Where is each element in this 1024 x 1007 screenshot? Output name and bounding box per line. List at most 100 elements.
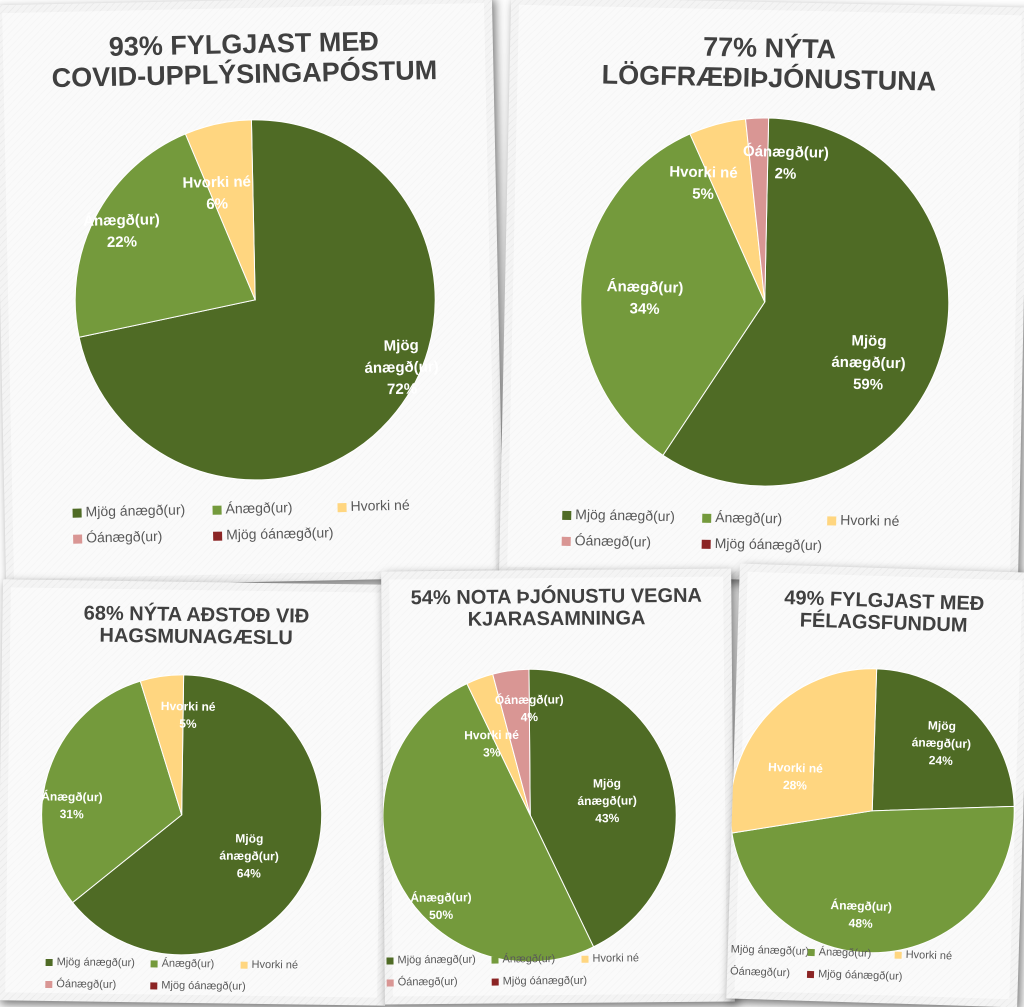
pie-chart-card-3: 68% NÝTA AÐSTOÐ VIÐ HAGSMUNAGÆSLU Mjögánæg… bbox=[0, 579, 391, 1006]
pie-chart: Mjögánægð(ur)59% Ánægð(ur)34% Hvorki né5%Ó… bbox=[580, 117, 950, 487]
legend-swatch bbox=[45, 980, 53, 988]
legend-item-n-g-ur: Óánægð(ur) bbox=[726, 965, 790, 979]
legend-label: Óánægð(ur) bbox=[85, 527, 163, 546]
legend-item-n-g-ur: Óánægð(ur) bbox=[561, 532, 652, 550]
legend-swatch bbox=[213, 531, 223, 541]
legend-item-mj-g-n-g-ur: Mjög ánægð(ur) bbox=[386, 953, 476, 967]
data-label-mj-g-n-g-ur: Mjögánægð(ur)59% bbox=[831, 332, 906, 394]
legend-swatch bbox=[807, 948, 815, 956]
legend-label: Óánægð(ur) bbox=[397, 975, 458, 989]
pie-slice-mj-g-n-g-ur bbox=[528, 668, 677, 948]
legend-swatch bbox=[581, 955, 589, 963]
pie-slice-n-g-ur bbox=[580, 133, 766, 456]
legend-item-mj-g-n-g-ur: Mjög óánægð(ur) bbox=[701, 535, 823, 554]
data-label-hvorki-n: Hvorki né5% bbox=[161, 699, 216, 731]
data-label-hvorki-n: Hvorki né5% bbox=[669, 163, 738, 203]
data-label-n-g-ur: Ánægð(ur)22% bbox=[83, 211, 160, 251]
legend-label: Ánægð(ur) bbox=[502, 953, 556, 966]
legend-label: Ánægð(ur) bbox=[161, 957, 215, 971]
legend-swatch bbox=[150, 982, 158, 990]
pie-slice-n-g-ur bbox=[41, 680, 183, 904]
pie-chart: Mjögánægð(ur)72% Ánægð(ur)22% Hvorki né6% bbox=[74, 119, 439, 481]
legend-swatch bbox=[562, 510, 572, 520]
legend-label: Ánægð(ur) bbox=[818, 946, 872, 960]
data-label-n-g-ur: Óánægð(ur)2% bbox=[742, 142, 829, 183]
data-label-mj-g-n-g-ur: Mjögánægð(ur)64% bbox=[219, 831, 279, 881]
data-label-hvorki-n: Hvorki né6% bbox=[182, 173, 251, 213]
legend-swatch bbox=[894, 951, 902, 959]
legend-item-mj-g-n-g-ur: Mjög óánægð(ur) bbox=[491, 974, 588, 988]
data-label-hvorki-n: Hvorki né28% bbox=[767, 760, 823, 793]
data-label-mj-g-n-g-ur: Mjögánægð(ur)72% bbox=[364, 337, 439, 399]
legend-item-mj-g-n-g-ur: Mjög óánægð(ur) bbox=[150, 979, 246, 993]
legend-item-hvorki-n: Hvorki né bbox=[894, 948, 953, 963]
legend-swatch bbox=[337, 502, 347, 512]
legend-label: Mjög ánægð(ur) bbox=[730, 943, 810, 958]
pie-chart: Mjögánægð(ur)64% Ánægð(ur)31% Hvorki né5% bbox=[41, 674, 323, 956]
legend-label: Ánægð(ur) bbox=[225, 499, 293, 517]
legend-label: Mjög ánægð(ur) bbox=[575, 506, 676, 525]
legend-item-hvorki-n: Hvorki né bbox=[581, 952, 639, 965]
legend-label: Óánægð(ur) bbox=[56, 978, 117, 991]
legend-label: Hvorki né bbox=[905, 948, 953, 963]
legend-swatch bbox=[150, 960, 158, 968]
pie-chart: Mjög ánægð(ur) 43% Ánægð(ur) 50% Hvorki né 3% Ó… bbox=[382, 668, 677, 963]
pie-slice-mj-g-n-g-ur bbox=[71, 674, 323, 956]
data-label-n-g-ur: Óánægð(ur) 4% bbox=[495, 691, 564, 724]
legend-swatch bbox=[701, 539, 711, 549]
legend-label: Mjög óánægð(ur) bbox=[502, 974, 588, 988]
legend-item-n-g-ur: Ánægð(ur) bbox=[212, 499, 293, 517]
legend-swatch bbox=[386, 957, 394, 965]
legend-label: Mjög ánægð(ur) bbox=[85, 501, 186, 520]
legend-item-mj-g-n-g-ur: Mjög ánægð(ur) bbox=[72, 501, 185, 519]
data-label-hvorki-n: Hvorki né 3% bbox=[464, 728, 519, 760]
data-label-n-g-ur: Ánægð(ur) 50% bbox=[410, 889, 472, 922]
pie-slice-n-g-ur bbox=[744, 117, 770, 303]
pie-slice-mj-g-n-g-ur bbox=[871, 668, 1015, 812]
legend-label: Mjög óánægð(ur) bbox=[161, 979, 246, 993]
pie-chart-card-5: 49% FYLGJAST MEÐ FÉLAGSFUNDUM Mjögánægð(ur… bbox=[726, 563, 1024, 1007]
legend-swatch bbox=[806, 970, 815, 978]
pie-slice-n-g-ur bbox=[74, 133, 256, 338]
legend-label: Ánægð(ur) bbox=[715, 509, 783, 527]
legend-swatch bbox=[827, 516, 837, 526]
legend-swatch bbox=[45, 958, 53, 966]
legend-swatch bbox=[212, 505, 222, 515]
legend-item-n-g-ur: Ánægð(ur) bbox=[150, 957, 215, 971]
legend-item-n-g-ur: Ánægð(ur) bbox=[702, 509, 783, 527]
legend-item-n-g-ur: Óánægð(ur) bbox=[386, 975, 458, 989]
pie-chart-card-4: 54% NOTA ÞJÓNUSTU VEGNA KJARASAMNINGA Mjög… bbox=[381, 568, 735, 1005]
legend-swatch bbox=[240, 961, 248, 969]
legend-label: Mjög óánægð(ur) bbox=[714, 535, 823, 554]
legend-item-n-g-ur: Ánægð(ur) bbox=[491, 953, 555, 966]
legend-label: Hvorki né bbox=[251, 958, 299, 972]
data-label-n-g-ur: Ánægð(ur)31% bbox=[41, 788, 103, 821]
pie-slice-mj-g-n-g-ur bbox=[78, 119, 436, 481]
pie-slice-n-g-ur bbox=[492, 668, 531, 816]
legend-label: Hvorki né bbox=[840, 511, 900, 529]
pie-slice-n-g-ur bbox=[382, 683, 595, 963]
legend-label: Mjög ánægð(ur) bbox=[397, 953, 476, 967]
legend-item-n-g-ur: Óánægð(ur) bbox=[73, 528, 163, 546]
legend-label: Óánægð(ur) bbox=[574, 532, 652, 550]
data-label-mj-g-n-g-ur: Mjögánægð(ur)24% bbox=[911, 718, 972, 769]
legend-item-mj-g-n-g-ur: Mjög ánægð(ur) bbox=[726, 943, 809, 958]
pie-slice-hvorki-n bbox=[139, 674, 185, 815]
pie-slice-hvorki-n bbox=[729, 668, 878, 834]
legend-item-n-g-ur: Óánægð(ur) bbox=[45, 978, 116, 991]
legend-label: Mjög óánægð(ur) bbox=[225, 524, 334, 543]
pie-chart-card-2: 77% NÝTA LÖGFRÆÐIÞJÓNUSTUNA Mjögánægð(ur)5… bbox=[499, 0, 1024, 586]
legend-swatch bbox=[386, 979, 394, 987]
legend-swatch bbox=[702, 513, 712, 523]
legend-item-hvorki-n: Hvorki né bbox=[337, 496, 410, 515]
pie-slice-hvorki-n bbox=[184, 119, 256, 301]
legend-swatch bbox=[561, 536, 571, 546]
pie-chart: Mjögánægð(ur)24% Ánægð(ur)48% Hvorki né28% bbox=[729, 668, 1015, 954]
legend-label: Hvorki né bbox=[350, 496, 410, 514]
legend-swatch bbox=[491, 978, 499, 986]
legend-item-hvorki-n: Hvorki né bbox=[240, 958, 299, 972]
legend-item-hvorki-n: Hvorki né bbox=[827, 511, 900, 529]
data-label-n-g-ur: Ánægð(ur)34% bbox=[606, 278, 683, 318]
pie-slice-n-g-ur bbox=[731, 805, 1015, 954]
data-label-mj-g-n-g-ur: Mjög ánægð(ur) 43% bbox=[577, 776, 637, 825]
